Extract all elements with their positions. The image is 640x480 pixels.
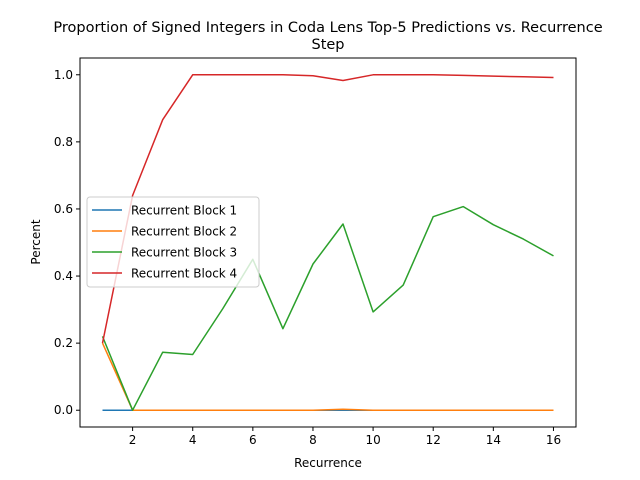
series-line-3 [101, 205, 554, 411]
legend-label-1: Recurrent Block 1 [131, 204, 237, 218]
y-axis: 0.0 0.2 0.4 0.6 0.8 1.0 [54, 68, 80, 417]
series-line-2 [101, 342, 554, 411]
series-line-4 [101, 74, 554, 344]
x-axis: 2 4 6 8 10 12 14 16 [129, 427, 561, 447]
chart-title-line1: Proportion of Signed Integers in Coda Le… [53, 20, 602, 36]
x-tick-label: 12 [426, 433, 441, 447]
legend-label-4: Recurrent Block 4 [131, 267, 237, 281]
x-axis-label: Recurrence [294, 456, 362, 470]
x-tick-label: 8 [309, 433, 317, 447]
x-tick-label: 16 [546, 433, 561, 447]
y-tick-label: 0.6 [54, 202, 73, 216]
legend-box [86, 196, 260, 288]
x-tick-label: 2 [129, 433, 137, 447]
x-tick-label: 10 [365, 433, 380, 447]
y-tick-label: 0.2 [54, 336, 73, 350]
legend-label-2: Recurrent Block 2 [131, 225, 237, 239]
legend-label-3: Recurrent Block 3 [131, 246, 237, 260]
legend: Recurrent Block 1 Recurrent Block 2 Recurr… [86, 196, 260, 288]
y-axis-label: Percent [29, 219, 43, 264]
series-layer [101, 74, 554, 411]
x-tick-label: 6 [249, 433, 257, 447]
chart-title-line2: Step [311, 37, 344, 53]
y-tick-label: 0.4 [54, 269, 73, 283]
y-tick-label: 0.8 [54, 135, 73, 149]
y-tick-label: 0.0 [54, 403, 73, 417]
plot-frame [79, 57, 577, 428]
x-tick-label: 14 [486, 433, 501, 447]
x-tick-label: 4 [189, 433, 197, 447]
y-tick-label: 1.0 [54, 68, 73, 82]
